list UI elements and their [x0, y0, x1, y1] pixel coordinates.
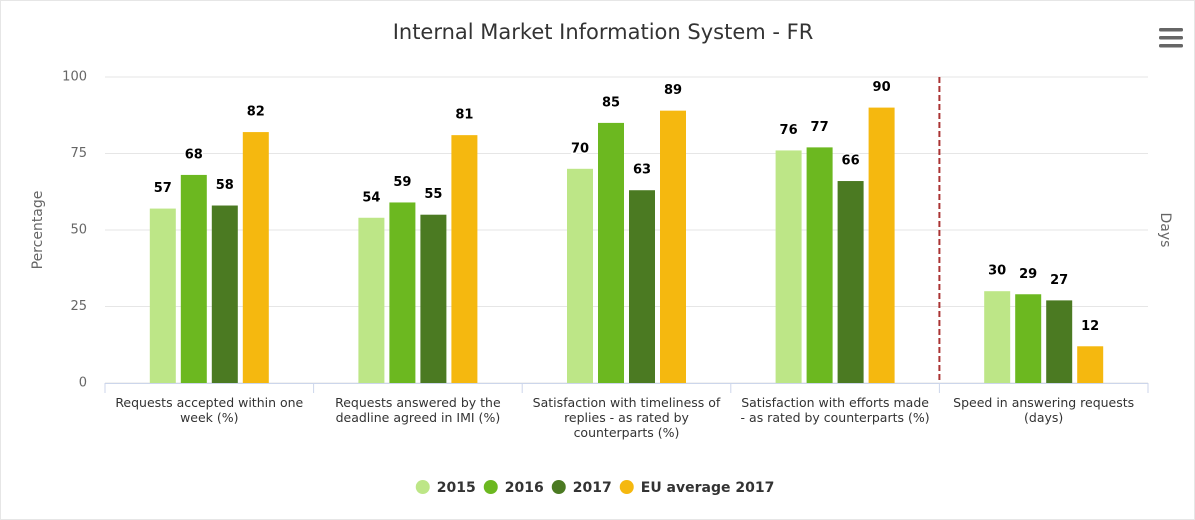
y-axis-title: Percentage — [30, 191, 46, 270]
data-label: 59 — [393, 175, 411, 190]
bar — [629, 190, 655, 383]
bar — [660, 110, 686, 383]
data-label: 82 — [247, 105, 265, 120]
data-label: 27 — [1050, 273, 1068, 288]
menu-bar[interactable] — [1159, 44, 1183, 48]
legend-label: 2015 — [437, 480, 476, 496]
legend-marker — [619, 480, 634, 494]
data-label: 29 — [1019, 267, 1037, 282]
data-label: 12 — [1081, 319, 1099, 334]
bar — [837, 181, 864, 383]
bar — [868, 107, 895, 383]
data-label: 81 — [455, 108, 473, 123]
data-label: 70 — [571, 141, 589, 156]
bar — [567, 168, 593, 383]
data-label: 77 — [811, 120, 829, 135]
bar — [389, 202, 416, 383]
bar — [806, 147, 833, 383]
y-tick-label: 50 — [70, 223, 87, 238]
legend-marker — [551, 480, 566, 494]
bar — [1077, 346, 1104, 383]
y-tick-label: 25 — [70, 299, 87, 314]
legend-marker — [415, 480, 430, 494]
y-tick-label: 100 — [62, 70, 87, 85]
data-label: 66 — [842, 154, 860, 169]
data-label: 76 — [780, 123, 798, 138]
data-label: 68 — [185, 147, 203, 162]
data-label: 30 — [988, 264, 1006, 279]
y-tick-label: 75 — [70, 146, 87, 161]
bar — [1015, 294, 1042, 383]
data-label: 89 — [664, 83, 682, 98]
data-label: 54 — [362, 190, 380, 205]
chart-title: Internal Market Information System - FR — [393, 20, 814, 44]
y-tick-label: 0 — [79, 376, 87, 391]
data-label: 57 — [154, 181, 172, 196]
data-label: 90 — [873, 80, 891, 95]
legend-label: 2016 — [505, 480, 544, 496]
x-tick-label: Requests accepted within one week (%) — [115, 395, 304, 425]
bar — [180, 174, 207, 383]
x-tick-label: Satisfaction with efforts made - as rate… — [740, 395, 930, 425]
y2-axis-title: Days — [1157, 213, 1173, 248]
data-label: 55 — [424, 187, 442, 202]
data-label: 63 — [633, 163, 651, 178]
bar — [775, 150, 802, 383]
bar — [451, 135, 478, 383]
x-tick-label: Speed in answering requests (days) — [953, 395, 1135, 425]
x-tick-label: Satisfaction with timeliness of replies … — [532, 395, 721, 440]
bar — [358, 217, 385, 383]
bar — [149, 208, 176, 383]
legend-label: 2017 — [573, 480, 612, 496]
bar — [984, 291, 1011, 383]
menu-icon[interactable] — [1159, 28, 1183, 48]
data-label: 58 — [216, 178, 234, 193]
legend-marker — [483, 480, 498, 494]
x-tick-label: Requests answered by the deadline agreed… — [335, 395, 501, 425]
bar — [1046, 300, 1073, 383]
menu-bar[interactable] — [1159, 28, 1183, 32]
bar — [598, 122, 624, 384]
bar — [420, 214, 447, 383]
data-label: 85 — [602, 95, 620, 110]
legend-label: EU average 2017 — [641, 480, 775, 496]
bar — [211, 205, 238, 383]
menu-bar[interactable] — [1159, 36, 1183, 40]
bar — [242, 132, 269, 383]
